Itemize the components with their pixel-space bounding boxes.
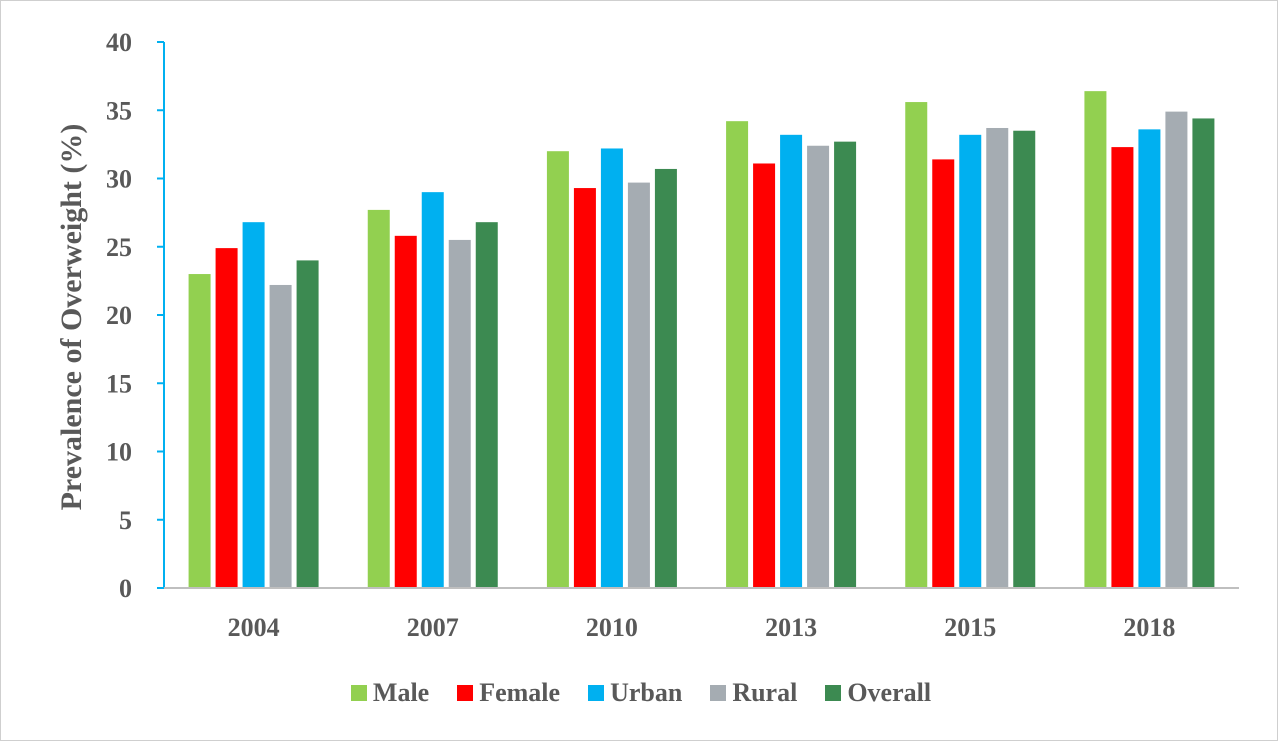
bar-female-2013 <box>753 163 776 589</box>
legend: Male Female Urban Rural Overall <box>1 675 1280 711</box>
y-tick-label: 20 <box>106 301 132 330</box>
y-tick-label: 30 <box>106 165 132 194</box>
bar-female-2007 <box>394 235 417 588</box>
legend-swatch <box>588 685 605 701</box>
y-tick-label: 10 <box>106 438 132 467</box>
bar-male-2010 <box>546 151 569 588</box>
legend-label: Rural <box>732 678 798 707</box>
x-tick-label: 2015 <box>944 613 996 642</box>
bar-male-2013 <box>726 121 749 589</box>
bar-overall-2018 <box>1192 118 1215 588</box>
y-tick-label: 15 <box>106 369 132 398</box>
bar-female-2004 <box>215 248 238 589</box>
bar-rural-2013 <box>807 145 830 589</box>
x-tick-label: 2007 <box>407 613 459 642</box>
x-tick-label: 2013 <box>765 613 817 642</box>
legend-item-female: Female <box>457 678 560 708</box>
bar-rural-2018 <box>1165 111 1188 589</box>
bar-urban-2018 <box>1138 129 1161 589</box>
legend-swatch <box>710 685 727 701</box>
x-axis: 2004 2007 2010 2013 2015 2018 <box>164 587 1239 642</box>
legend-swatch <box>350 685 367 701</box>
bar-rural-2015 <box>986 127 1009 589</box>
y-tick-label: 0 <box>119 574 132 603</box>
legend-label: Female <box>479 678 561 707</box>
y-tick-label: 25 <box>106 233 132 262</box>
bar-female-2010 <box>573 188 596 588</box>
x-tick-label: 2010 <box>586 613 638 642</box>
bar-female-2015 <box>932 159 955 588</box>
bar-overall-2010 <box>654 168 677 588</box>
bar-urban-2013 <box>780 134 803 588</box>
y-axis-title: Prevalence of Overweight (%) <box>55 124 88 511</box>
legend-item-overall: Overall <box>825 678 931 708</box>
x-tick-label: 2018 <box>1123 613 1175 642</box>
bar-male-2015 <box>905 102 928 588</box>
y-tick-label: 35 <box>106 96 132 125</box>
bar-urban-2015 <box>959 134 982 588</box>
legend-swatch <box>825 685 842 701</box>
legend-label: Urban <box>610 678 683 707</box>
y-tick-label: 5 <box>119 506 132 535</box>
bar-rural-2007 <box>448 239 471 589</box>
legend-item-urban: Urban <box>588 678 682 708</box>
legend-label: Overall <box>847 678 932 707</box>
bar-overall-2013 <box>834 141 857 588</box>
bars <box>188 91 1215 589</box>
y-tick-label: 40 <box>106 28 132 57</box>
bar-urban-2007 <box>421 192 444 588</box>
bar-female-2018 <box>1111 147 1134 589</box>
x-tick-label: 2004 <box>228 613 280 642</box>
bar-overall-2004 <box>296 260 319 588</box>
bar-rural-2010 <box>627 182 650 588</box>
bar-urban-2010 <box>600 148 623 588</box>
bar-male-2018 <box>1084 91 1107 588</box>
bar-male-2007 <box>367 209 390 588</box>
legend-label: Male <box>372 678 430 707</box>
legend-item-male: Male <box>350 678 430 708</box>
bar-male-2004 <box>188 274 211 588</box>
bar-overall-2015 <box>1013 130 1036 588</box>
legend-item-rural: Rural <box>710 678 797 708</box>
y-axis: 0 5 10 15 20 25 30 35 40 <box>106 28 165 603</box>
bar-urban-2004 <box>242 222 265 588</box>
bar-overall-2007 <box>475 222 498 588</box>
bar-rural-2004 <box>269 284 292 588</box>
legend-swatch <box>457 685 474 701</box>
